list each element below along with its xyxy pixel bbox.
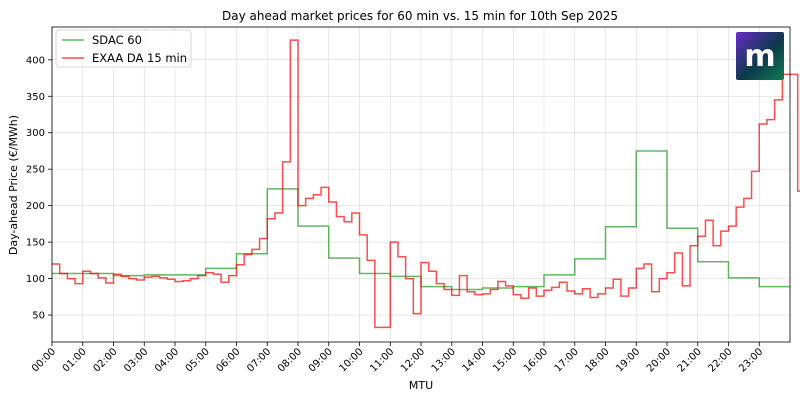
x-tick-label: 22:00 xyxy=(706,346,734,374)
x-tick-label: 00:00 xyxy=(30,346,58,374)
x-tick-label: 08:00 xyxy=(276,346,304,374)
chart-title: Day ahead market prices for 60 min vs. 1… xyxy=(222,9,618,23)
x-tick-label: 15:00 xyxy=(491,346,519,374)
x-tick-label: 01:00 xyxy=(61,346,89,374)
x-tick-label: 04:00 xyxy=(153,346,181,374)
x-tick-label: 02:00 xyxy=(91,346,119,374)
x-tick-label: 12:00 xyxy=(399,346,427,374)
x-tick-label: 05:00 xyxy=(184,346,212,374)
x-tick-label: 20:00 xyxy=(645,346,673,374)
y-axis-label: Day-ahead Price (€/MWh) xyxy=(7,115,20,255)
x-tick-label: 07:00 xyxy=(245,346,273,374)
x-tick-label: 09:00 xyxy=(307,346,335,374)
x-tick-label: 21:00 xyxy=(676,346,704,374)
x-tick-label: 19:00 xyxy=(614,346,642,374)
series-line-sdac-60 xyxy=(52,150,790,291)
legend-box xyxy=(55,29,192,68)
y-tick-label: 150 xyxy=(26,238,45,249)
x-tick-label: 16:00 xyxy=(522,346,550,374)
y-axis: 50 100 150 200 250 300 350 400 xyxy=(26,55,52,322)
y-tick-label: 350 xyxy=(26,92,45,103)
y-tick-label: 250 xyxy=(26,165,45,176)
x-tick-label: 17:00 xyxy=(553,346,581,374)
x-axis: 00:00 01:00 02:00 03:00 04:00 05:00 06:00 07:00… xyxy=(30,342,765,375)
x-tick-label: 23:00 xyxy=(737,346,765,374)
x-tick-label: 10:00 xyxy=(337,346,365,374)
y-tick-label: 50 xyxy=(32,311,45,322)
series-line-exaa-da-15-min xyxy=(52,39,800,329)
y-tick-label: 100 xyxy=(26,274,45,285)
x-tick-label: 03:00 xyxy=(122,346,150,374)
x-axis-label: MTU xyxy=(409,379,433,392)
legend-label-exaa-da-15-min: EXAA DA 15 min xyxy=(92,51,187,65)
y-tick-label: 300 xyxy=(26,128,45,139)
legend-label-sdac-60: SDAC 60 xyxy=(92,33,142,47)
series-layer xyxy=(52,39,800,329)
x-tick-label: 11:00 xyxy=(368,346,396,374)
x-tick-label: 13:00 xyxy=(430,346,458,374)
y-tick-label: 400 xyxy=(26,55,45,66)
x-tick-label: 18:00 xyxy=(583,346,611,374)
y-tick-label: 200 xyxy=(26,201,45,212)
x-tick-label: 06:00 xyxy=(214,346,242,374)
legend: SDAC 60 EXAA DA 15 min xyxy=(55,29,192,68)
x-tick-label: 14:00 xyxy=(460,346,488,374)
logo-mark: m xyxy=(744,39,775,74)
brand-logo: m xyxy=(736,32,784,80)
logo-background xyxy=(736,32,784,80)
